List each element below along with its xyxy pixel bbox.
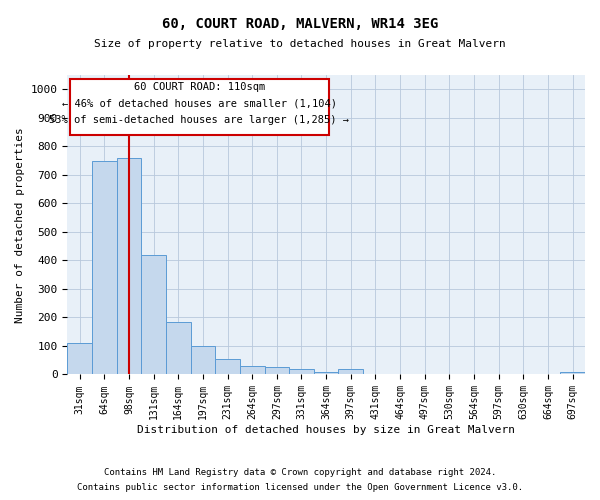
Text: 53% of semi-detached houses are larger (1,285) →: 53% of semi-detached houses are larger (…	[49, 116, 349, 126]
Bar	[560, 372, 585, 374]
Bar	[92, 160, 116, 374]
Bar	[191, 346, 215, 374]
Text: Contains HM Land Registry data © Crown copyright and database right 2024.: Contains HM Land Registry data © Crown c…	[104, 468, 496, 477]
Text: 60, COURT ROAD, MALVERN, WR14 3EG: 60, COURT ROAD, MALVERN, WR14 3EG	[162, 18, 438, 32]
Bar	[141, 254, 166, 374]
Bar	[67, 343, 92, 374]
Y-axis label: Number of detached properties: Number of detached properties	[15, 127, 25, 322]
Bar	[338, 370, 363, 374]
FancyBboxPatch shape	[70, 80, 329, 135]
X-axis label: Distribution of detached houses by size in Great Malvern: Distribution of detached houses by size …	[137, 425, 515, 435]
Text: ← 46% of detached houses are smaller (1,104): ← 46% of detached houses are smaller (1,…	[62, 99, 337, 109]
Bar	[166, 322, 191, 374]
Bar	[314, 372, 338, 374]
Bar	[215, 359, 240, 374]
Text: Size of property relative to detached houses in Great Malvern: Size of property relative to detached ho…	[94, 39, 506, 49]
Bar	[240, 366, 265, 374]
Text: Contains public sector information licensed under the Open Government Licence v3: Contains public sector information licen…	[77, 483, 523, 492]
Text: 60 COURT ROAD: 110sqm: 60 COURT ROAD: 110sqm	[134, 82, 265, 92]
Bar	[265, 368, 289, 374]
Bar	[116, 158, 141, 374]
Bar	[289, 370, 314, 374]
